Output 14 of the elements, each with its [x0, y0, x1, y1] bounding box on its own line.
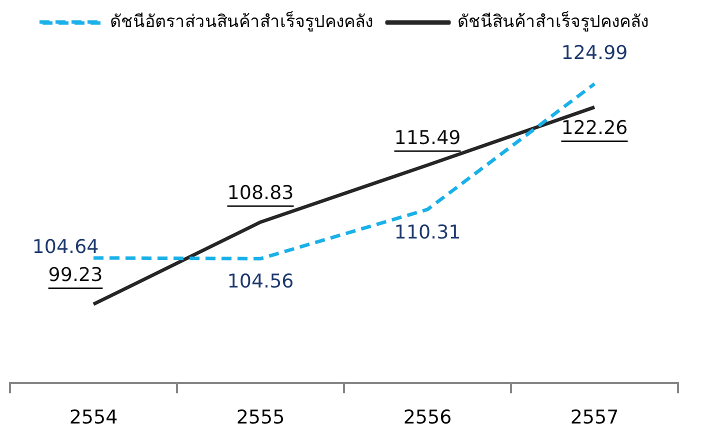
data-label: 104.56: [227, 270, 294, 293]
data-label: 115.49: [394, 127, 461, 150]
x-tick-label: 2555: [236, 406, 285, 429]
x-tick-label: 2556: [403, 406, 452, 429]
data-label: 99.23: [48, 264, 103, 286]
data-label: 124.99: [561, 42, 628, 64]
x-tick-label: 2554: [69, 406, 118, 429]
legend-label: ดัชนีสินค้าสำเร็จรูปคงคลัง: [458, 10, 648, 32]
data-label: 104.64: [32, 236, 99, 258]
data-label: 122.26: [561, 117, 628, 140]
legend-label: ดัชนีอัตราส่วนสินค้าสำเร็จรูปคงคลัง: [110, 10, 373, 32]
data-label: 108.83: [227, 182, 294, 204]
x-tick-label: 2557: [570, 406, 619, 429]
data-label: 110.31: [394, 221, 461, 244]
